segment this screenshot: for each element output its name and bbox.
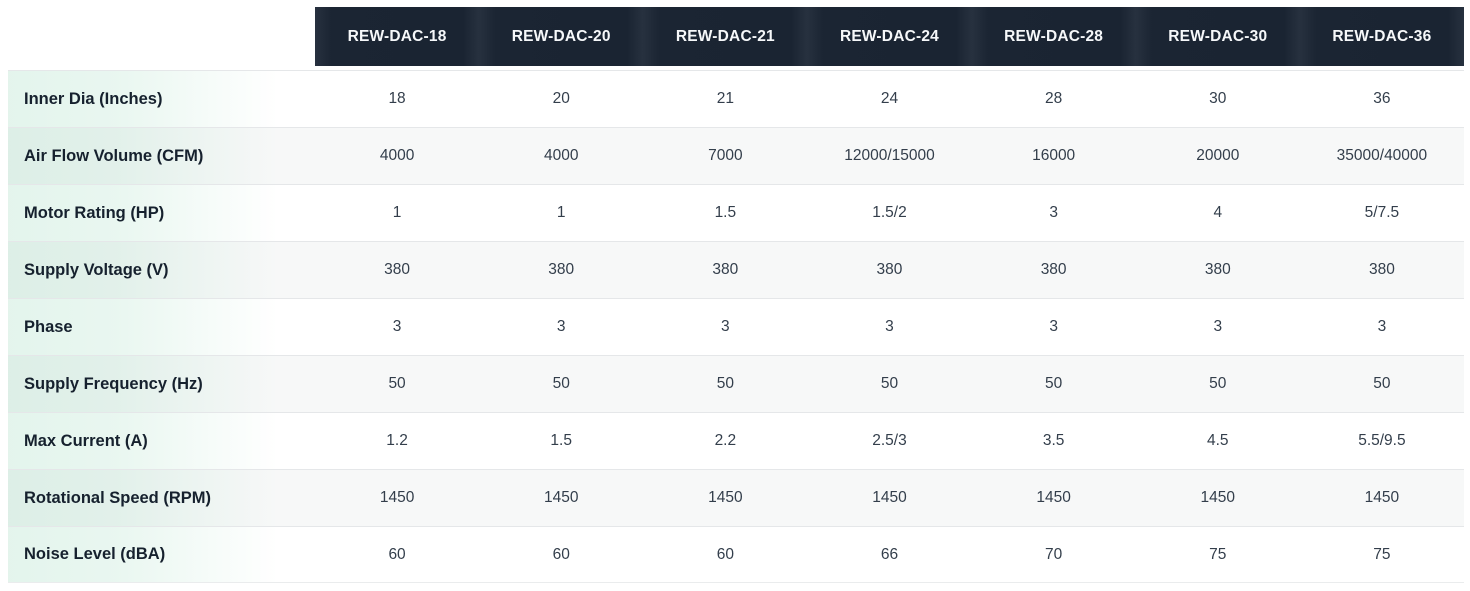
cell-value: 4000 [543, 147, 579, 164]
cell-value: 1.5/2 [872, 204, 907, 221]
cell-value: 5.5/9.5 [1358, 432, 1406, 449]
spec-table-body: Inner Dia (Inches) 18 20 21 24 28 30 36 Air Flow… [8, 70, 1464, 583]
cell-value: 12000/15000 [844, 147, 935, 164]
cell-value: 380 [548, 261, 575, 278]
spec-table-header: REW-DAC-18 REW-DAC-20 REW-DAC-21 REW-DAC-24… [8, 7, 1464, 66]
cell-value: 380 [712, 261, 739, 278]
row-label: Supply Voltage (V) [8, 242, 315, 298]
cell-value: 50 [1045, 375, 1063, 392]
cell-value: 4000 [379, 147, 415, 164]
cell-value: 66 [880, 545, 899, 563]
cell-value: 3 [885, 318, 894, 335]
cell-value: 1450 [1364, 489, 1400, 506]
cell-value: 50 [716, 375, 734, 392]
cell-value: 75 [1209, 545, 1227, 563]
header-spacer-cell [8, 7, 315, 66]
cell-value: 50 [388, 375, 406, 392]
cell-value: 60 [388, 545, 406, 563]
cell-value: 70 [1045, 545, 1063, 563]
cell-value: 20 [552, 90, 570, 107]
cell-value: 1450 [379, 489, 415, 506]
column-header-rew-dac-24: REW-DAC-24 [807, 7, 972, 66]
cell-value: 1.5 [714, 204, 737, 221]
cell-value: 3 [1213, 318, 1223, 335]
column-header-rew-dac-20: REW-DAC-20 [479, 7, 644, 66]
cell-value: 3 [556, 318, 566, 335]
cell-value: 2.5/3 [872, 432, 907, 449]
table-row: Supply Frequency (Hz) 50 50 50 50 50 50 50 [8, 355, 1464, 412]
cell-value: 20000 [1196, 147, 1240, 164]
row-label: Noise Level (dBA) [8, 527, 315, 582]
cell-value: 24 [880, 90, 899, 107]
cell-value: 75 [1373, 545, 1391, 563]
row-label: Supply Frequency (Hz) [8, 356, 315, 412]
cell-value: 3 [721, 318, 730, 335]
cell-value: 1 [392, 204, 402, 221]
row-label: Air Flow Volume (CFM) [8, 128, 315, 184]
column-header-rew-dac-28: REW-DAC-28 [971, 7, 1136, 66]
cell-value: 50 [880, 375, 899, 392]
cell-value: 18 [388, 90, 406, 107]
row-label: Rotational Speed (RPM) [8, 470, 315, 526]
cell-value: 7000 [708, 147, 743, 164]
cell-value: 380 [384, 261, 410, 278]
row-label: Max Current (A) [8, 413, 315, 469]
cell-value: 30 [1209, 90, 1227, 107]
table-row: Motor Rating (HP) 1 1 1.5 1.5/2 3 4 5/7.5 [8, 184, 1464, 241]
table-row: Supply Voltage (V) 380 380 380 380 380 380 380 [8, 241, 1464, 298]
cell-value: 21 [716, 90, 734, 107]
cell-value: 380 [1368, 261, 1395, 278]
cell-value: 60 [552, 545, 570, 563]
column-header-rew-dac-30: REW-DAC-30 [1135, 7, 1300, 66]
table-row: Max Current (A) 1.2 1.5 2.2 2.5/3 3.5 4.5 5.5/9… [8, 412, 1464, 469]
cell-value: 5/7.5 [1364, 204, 1400, 221]
table-row: Phase 3 3 3 3 3 3 3 [8, 298, 1464, 355]
cell-value: 1.5 [550, 432, 572, 449]
cell-value: 50 [552, 375, 570, 392]
cell-value: 4 [1213, 204, 1223, 221]
column-header-rew-dac-36: REW-DAC-36 [1299, 7, 1464, 66]
cell-value: 3 [1049, 204, 1058, 221]
spec-table: REW-DAC-18 REW-DAC-20 REW-DAC-21 REW-DAC-24… [8, 0, 1464, 583]
cell-value: 3 [1049, 318, 1058, 335]
cell-value: 60 [716, 545, 734, 563]
cell-value: 1450 [872, 489, 907, 506]
cell-value: 35000/40000 [1336, 147, 1428, 164]
cell-value: 50 [1373, 375, 1391, 392]
cell-value: 1450 [1036, 489, 1071, 506]
cell-value: 1450 [543, 489, 579, 506]
cell-value: 380 [1040, 261, 1067, 278]
cell-value: 1 [556, 204, 566, 221]
cell-value: 1.2 [386, 432, 408, 449]
table-row: Noise Level (dBA) 60 60 60 66 70 75 75 [8, 526, 1464, 583]
cell-value: 3 [392, 318, 402, 335]
cell-value: 50 [1209, 375, 1227, 392]
cell-value: 36 [1373, 90, 1391, 107]
cell-value: 380 [1204, 261, 1231, 278]
column-header-rew-dac-18: REW-DAC-18 [315, 7, 480, 66]
row-label: Motor Rating (HP) [8, 185, 315, 241]
cell-value: 28 [1045, 90, 1063, 107]
cell-value: 16000 [1032, 147, 1076, 164]
column-header-rew-dac-21: REW-DAC-21 [643, 7, 808, 66]
row-label: Inner Dia (Inches) [8, 71, 315, 127]
row-label: Phase [8, 299, 315, 355]
cell-value: 3 [1377, 318, 1387, 335]
table-row: Rotational Speed (RPM) 1450 1450 1450 1450 14… [8, 469, 1464, 526]
cell-value: 4.5 [1206, 432, 1229, 449]
cell-value: 3.5 [1042, 432, 1065, 449]
cell-value: 1450 [1200, 489, 1236, 506]
cell-value: 380 [876, 261, 903, 278]
table-row: Inner Dia (Inches) 18 20 21 24 28 30 36 [8, 70, 1464, 127]
cell-value: 1450 [708, 489, 743, 506]
cell-value: 2.2 [714, 432, 737, 449]
table-row: Air Flow Volume (CFM) 4000 4000 7000 12000/1… [8, 127, 1464, 184]
